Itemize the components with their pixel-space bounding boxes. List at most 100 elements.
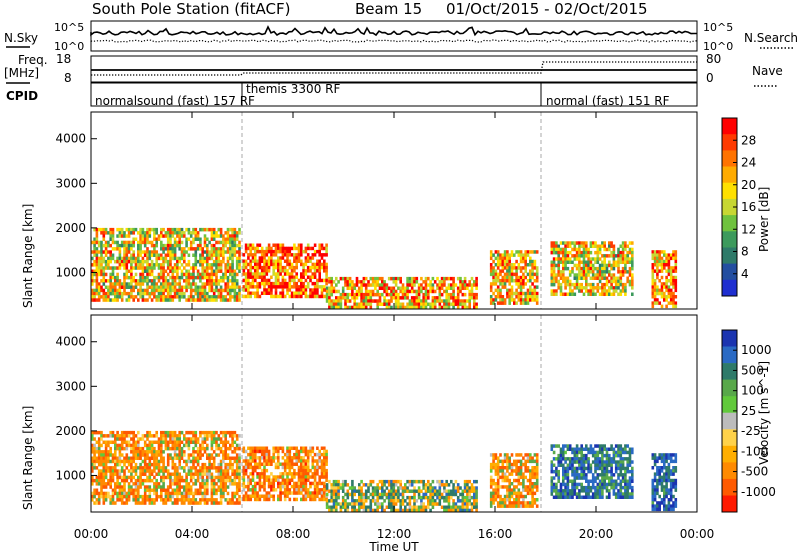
echo-cell <box>316 484 319 489</box>
echo-cell <box>139 475 142 480</box>
echo-cell <box>120 240 124 245</box>
echo-cell <box>459 276 462 281</box>
echo-cell <box>104 231 108 235</box>
echo-cell <box>601 254 604 258</box>
echo-cell <box>461 292 465 297</box>
echo-cell <box>387 276 391 281</box>
echo-cell <box>374 489 377 493</box>
echo-cell <box>118 279 122 283</box>
echo-cell <box>238 256 241 261</box>
echo-cell <box>325 296 329 300</box>
echo-cell <box>596 244 600 248</box>
echo-cell <box>254 459 257 463</box>
echo-cell <box>219 478 223 483</box>
echo-cell <box>254 468 257 473</box>
echo-cell <box>137 240 140 245</box>
echo-cell <box>116 266 119 270</box>
echo-cell <box>219 446 223 451</box>
echo-cell <box>427 483 430 487</box>
echo-cell <box>598 257 602 261</box>
echo-cell <box>401 289 405 294</box>
echo-cell <box>141 466 145 470</box>
echo-cell <box>187 501 191 505</box>
echo-cell <box>231 491 234 496</box>
echo-cell <box>601 263 604 268</box>
echo-cell <box>387 479 391 484</box>
echo-cell <box>424 489 428 493</box>
echo-cell <box>281 243 285 247</box>
echo-cell <box>422 305 425 310</box>
echo-cell <box>628 266 632 271</box>
echo-cell <box>417 302 421 306</box>
echo-cell <box>157 466 161 470</box>
echo-cell <box>226 440 230 444</box>
echo-cell <box>277 465 280 470</box>
echo-cell <box>180 272 184 277</box>
echo-cell <box>189 478 193 483</box>
echo-cell <box>399 505 402 509</box>
echo-cell <box>244 265 248 270</box>
echo-cell <box>364 276 368 281</box>
echo-cell <box>293 269 296 273</box>
echo-cell <box>231 282 234 286</box>
echo-cell <box>123 272 126 277</box>
echo-cell <box>222 275 225 280</box>
echo-cell <box>91 446 94 451</box>
echo-cell <box>306 462 310 466</box>
echo-cell <box>619 257 623 261</box>
echo-cell <box>102 259 106 264</box>
echo-cell <box>176 256 179 261</box>
echo-cell <box>591 244 595 248</box>
freq-label: Freq. <box>18 53 48 67</box>
echo-cell <box>658 263 661 267</box>
echo-cell <box>422 280 425 284</box>
echo-cell <box>559 276 563 280</box>
echo-cell <box>180 440 184 444</box>
echo-cell <box>392 280 396 284</box>
echo-cell <box>180 498 184 502</box>
echo-cell <box>533 266 537 270</box>
echo-cell <box>265 478 269 482</box>
echo-cell <box>210 237 214 241</box>
echo-cell <box>508 291 511 296</box>
echo-cell <box>102 478 106 483</box>
echo-cell <box>277 256 280 260</box>
echo-cell <box>290 459 294 463</box>
echo-cell <box>201 298 204 302</box>
echo-cell <box>631 263 634 268</box>
echo-cell <box>146 494 149 499</box>
echo-cell <box>603 257 606 261</box>
echo-cell <box>447 495 451 500</box>
echo-cell <box>256 288 259 292</box>
echo-cell <box>242 494 246 498</box>
echo-cell <box>251 494 255 498</box>
echo-cell <box>436 276 439 281</box>
echo-cell <box>238 472 241 476</box>
echo-cell <box>97 288 101 293</box>
echo-cell <box>603 270 606 274</box>
echo-cell <box>297 475 301 479</box>
echo-cell <box>185 298 188 302</box>
echo-cell <box>277 497 280 502</box>
echo-cell <box>318 269 321 273</box>
echo-cell <box>353 305 356 310</box>
echo-cell <box>233 291 237 296</box>
echo-cell <box>663 263 666 267</box>
echo-cell <box>91 491 94 496</box>
echo-cell <box>381 302 384 306</box>
echo-cell <box>494 256 498 261</box>
echo-cell <box>166 250 170 254</box>
echo-cell <box>178 295 181 299</box>
echo-cell <box>313 465 317 470</box>
echo-cell <box>420 495 423 500</box>
echo-cell <box>249 285 252 289</box>
echo-cell <box>116 240 119 245</box>
echo-cell <box>413 505 416 509</box>
echo-cell <box>531 259 534 264</box>
echo-cell <box>450 283 453 287</box>
echo-cell <box>470 508 474 513</box>
echo-cell <box>189 291 193 296</box>
echo-cell <box>550 279 554 284</box>
echo-cell <box>199 295 202 299</box>
echo-cell <box>332 305 336 310</box>
